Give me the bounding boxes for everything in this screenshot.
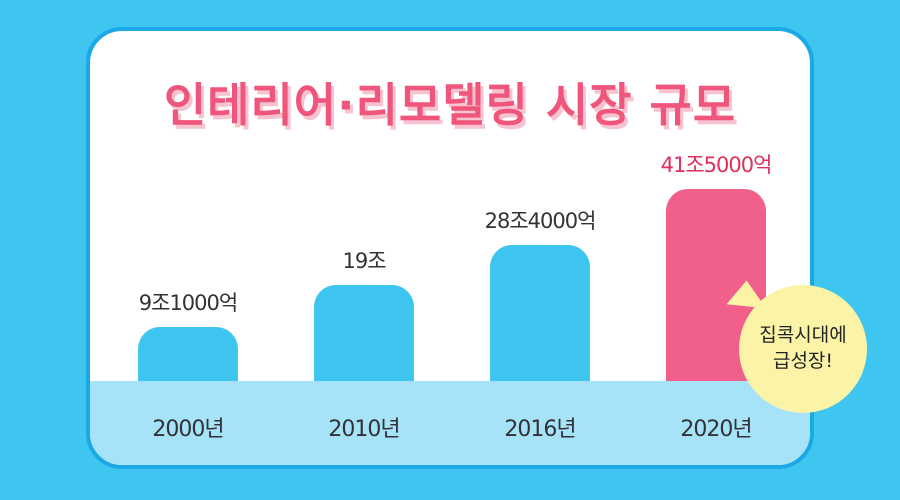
category-label-0: 2000년 [152,417,224,442]
category-label-3: 2020년 [680,417,752,442]
chart-card: 인테리어·리모델링 시장 규모 9조1000억 2000년 19조 2010년 28조4… [86,27,814,469]
speech-bubble-line-2: 급성장! [772,350,834,372]
data-label-0: 9조1000억 [138,291,238,315]
speech-bubble-line-1: 집콕시대에 [759,324,847,347]
data-label-3: 41조5000억 [660,153,773,177]
data-label-2: 28조4000억 [484,208,597,233]
category-label-1: 2010년 [328,417,400,442]
category-label-2: 2016년 [504,417,576,442]
baseline-band [90,381,810,465]
data-label-1: 19조 [342,248,386,273]
chart-title: 인테리어·리모델링 시장 규모 [163,78,737,132]
speech-bubble: 집콕시대에 급성장! [739,285,867,413]
